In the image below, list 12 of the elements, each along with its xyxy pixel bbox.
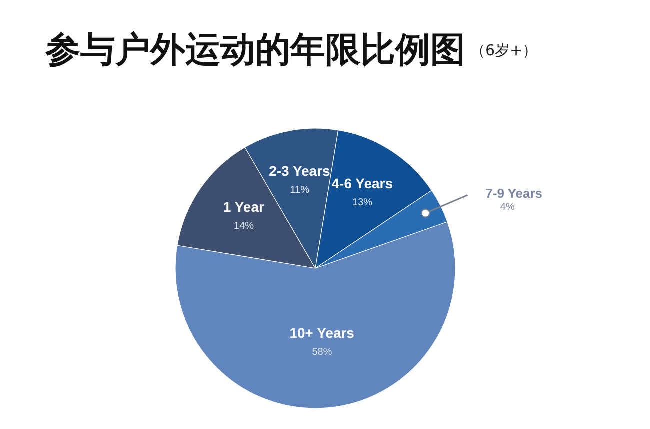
slice-label: 4-6 Years (332, 176, 394, 192)
chart-subtitle: （6岁+） (470, 42, 538, 60)
slice-label: 1 Year (223, 199, 265, 216)
slice-label: 2-3 Years (269, 163, 331, 180)
data-label: 14% (234, 221, 254, 232)
data-label: 11% (290, 185, 310, 196)
data-label: 13% (352, 198, 373, 209)
data-label: 58% (312, 347, 332, 358)
slice-label: 7-9 Years (486, 186, 543, 201)
data-label: 4% (500, 202, 515, 213)
chart-title: 参与户外运动的年限比例图 (44, 30, 466, 70)
slice-label: 10+ Years (290, 325, 355, 342)
